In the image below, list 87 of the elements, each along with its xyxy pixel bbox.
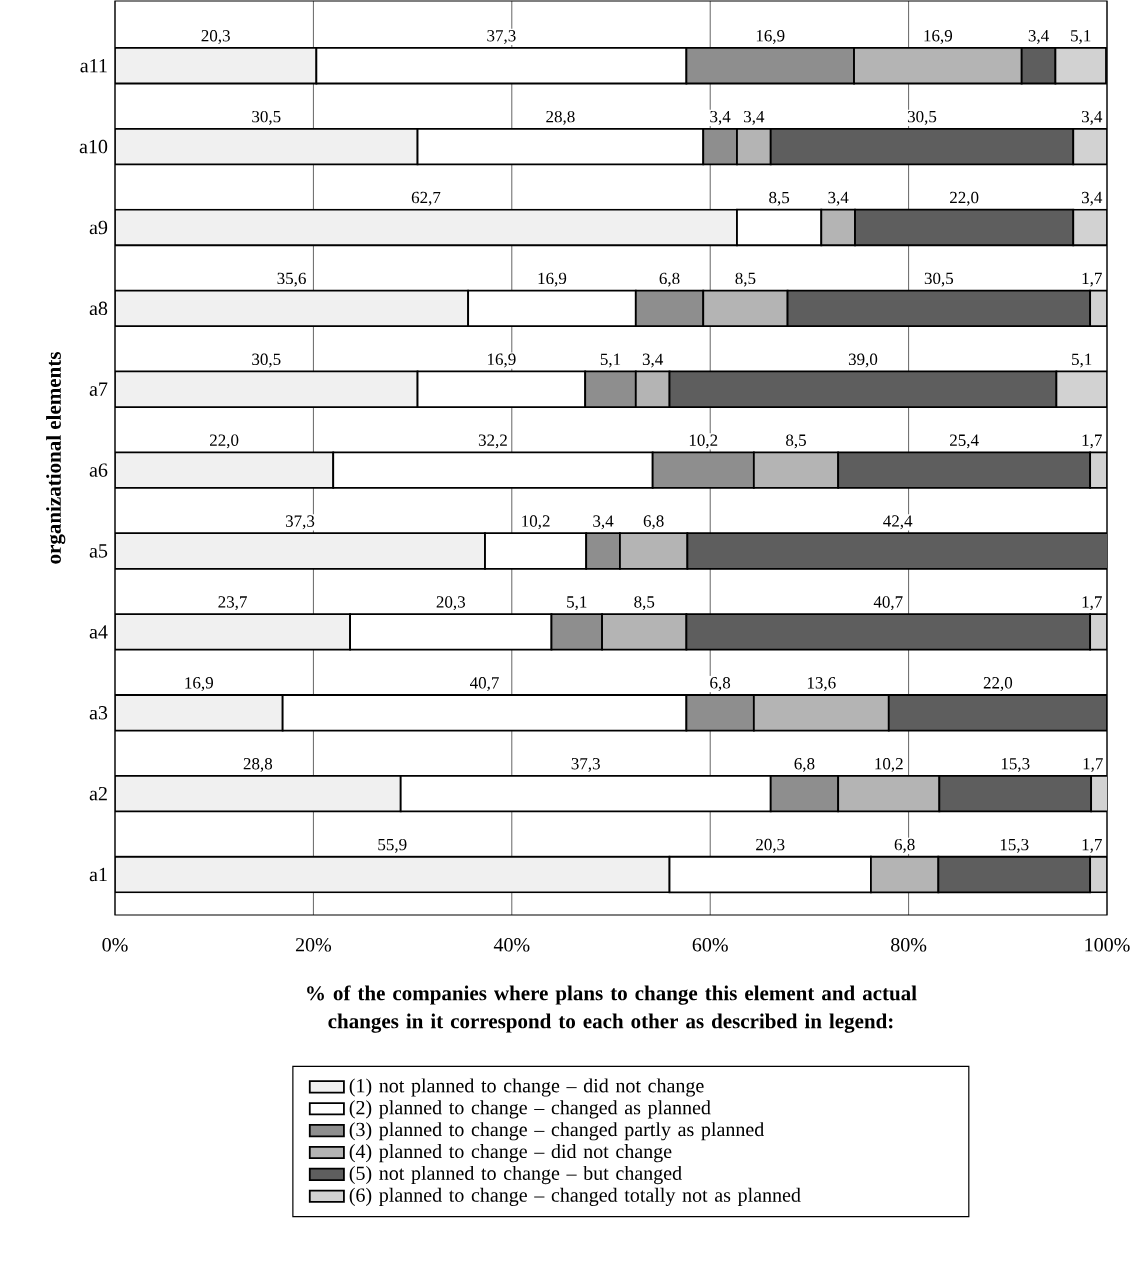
data-label: 5,1 [567,596,587,611]
y-tick-label: a5 [89,544,108,558]
y-tick-label: a2 [89,786,107,801]
data-label: 3,4 [1081,110,1103,125]
legend-label: (6) planned to change – changed totally not as planned [349,1187,801,1206]
x-axis-title: % of the companies where plans to change this element and actual changes in it correspond to each other as described in legend: [307,985,917,1033]
data-label: 10,2 [875,757,903,772]
x-tick-label: 80% [891,938,927,952]
y-axis-title: organizational elements [46,352,66,564]
data-label: 3,4 [744,110,765,125]
data-label: 1,7 [1082,434,1102,449]
data-label: 35,6 [277,272,306,287]
data-label: 22,0 [210,434,239,449]
data-label: 42,4 [883,515,913,530]
data-label: 6,8 [794,757,815,772]
data-label: 13,6 [807,677,836,691]
y-tick-label: a8 [89,301,108,316]
y-tick-label: a9 [89,220,108,235]
data-label: 3,4 [1028,30,1049,44]
data-label: 40,7 [469,677,499,691]
x-tick-label: 100% [1085,938,1130,952]
x-tick-label: 60% [692,938,728,952]
data-label: 20,3 [756,838,785,853]
data-label: 15,3 [1001,758,1030,772]
data-label: 3,4 [828,191,849,206]
data-label: 3,4 [593,515,614,530]
y-tick-label: a10 [79,139,108,154]
legend-label: (5) not planned to change – but changed [349,1165,682,1185]
data-label: 3,4 [710,110,731,125]
y-tick-label: a3 [89,706,108,720]
x-tick-label: 20% [295,938,332,952]
data-label: 1,7 [1083,758,1103,772]
y-tick-label: a7 [89,382,108,396]
legend-label: (4) planned to change – did not change [349,1144,672,1163]
data-label: 1,7 [1082,596,1102,611]
data-label: 37,3 [571,758,600,772]
data-label: 8,5 [735,272,756,287]
data-label: 22,0 [983,677,1013,691]
data-label: 16,9 [185,677,214,691]
data-label: 3,4 [1081,191,1103,206]
x-tick-label: 0% [102,938,128,952]
legend-label: (2) planned to change – changed as planned [349,1100,711,1119]
data-label: 16,9 [924,30,953,44]
data-label: 8,5 [769,191,790,206]
data-label: 6,8 [894,838,915,853]
data-label: 22,0 [950,191,979,206]
data-label: 30,5 [252,353,281,368]
y-tick-label: a1 [89,867,107,882]
data-label: 40,7 [873,596,903,611]
y-tick-label: a4 [89,625,108,639]
data-label: 5,1 [1072,353,1092,368]
data-label: 10,2 [522,515,550,530]
data-label: 37,3 [285,515,315,530]
data-label: 37,3 [487,30,516,44]
data-label: 55,9 [378,838,407,853]
legend-label: (1) not planned to change – did not change [349,1078,704,1097]
data-label: 16,9 [756,30,785,44]
y-tick-label: a11 [80,59,107,73]
data-label: 5,1 [600,353,621,368]
data-label: 39,0 [848,353,878,368]
data-label: 15,3 [1000,838,1029,853]
data-label: 8,5 [786,434,806,449]
y-tick-label: a6 [89,463,108,477]
data-label: 10,2 [689,434,718,449]
data-label: 25,4 [950,434,979,449]
data-label: 5,1 [1071,30,1091,44]
x-tick-label: 40% [493,938,530,952]
data-label: 8,5 [634,596,655,611]
data-label: 30,5 [907,110,937,125]
data-label: 20,3 [201,30,230,44]
data-label: 16,9 [488,353,516,368]
data-label: 23,7 [218,596,247,611]
data-label: 1,7 [1082,272,1102,287]
data-label: 28,8 [243,757,273,772]
data-label: 3,4 [642,353,664,368]
data-label: 6,8 [710,677,731,691]
data-label: 20,3 [436,596,466,611]
data-label: 32,2 [478,434,507,449]
data-label: 6,8 [659,272,680,287]
data-label: 30,5 [252,110,281,125]
legend-label: (3) planned to change – changed partly as planned [349,1122,765,1141]
data-label: 1,7 [1082,838,1102,853]
data-label: 16,9 [538,272,567,287]
data-label: 6,8 [643,515,664,530]
data-label: 28,8 [546,110,575,125]
data-label: 62,7 [411,191,441,206]
data-label: 30,5 [924,272,954,287]
